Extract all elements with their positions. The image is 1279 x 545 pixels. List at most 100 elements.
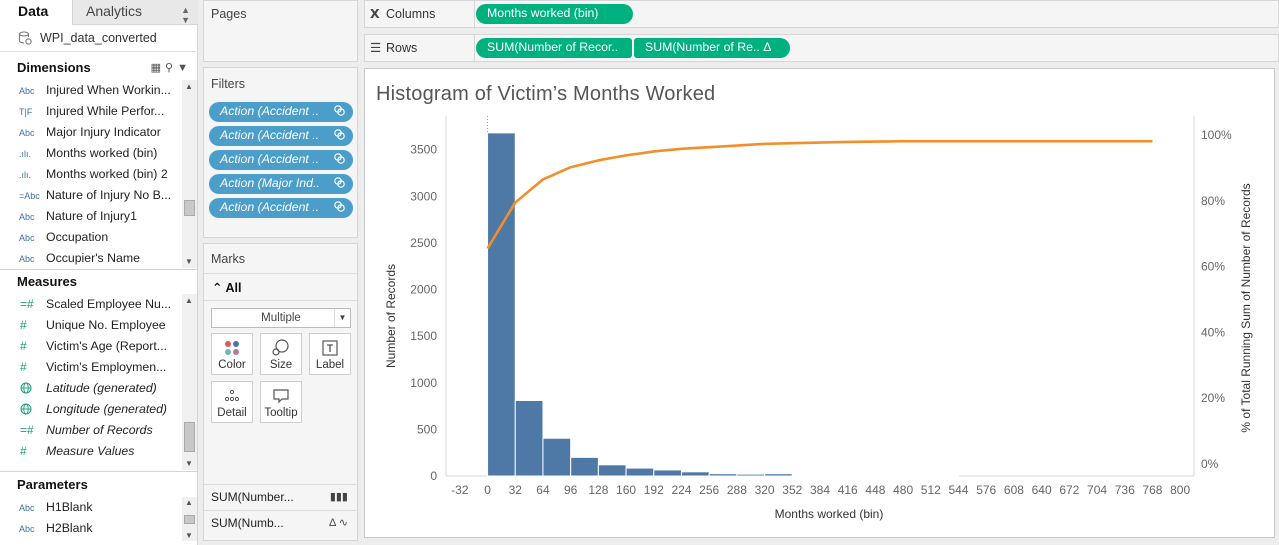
filter-pill-label: Action (Major Ind.. <box>220 176 320 190</box>
x-tick-label: 672 <box>1059 483 1079 497</box>
tooltip-button[interactable]: Tooltip <box>260 381 302 423</box>
parameter-field[interactable]: Abc H2Blank <box>0 518 181 539</box>
label-icon <box>322 340 338 356</box>
detail-button[interactable]: Detail <box>211 381 253 423</box>
dimensions-list: Abc Injured When Workin... T|F Injured Whil… <box>0 80 181 269</box>
dimensions-tools[interactable]: ▦⚲▼ <box>150 62 192 74</box>
dimension-field[interactable]: Abc Occupation <box>0 227 181 248</box>
parameters-header: Parameters <box>0 474 198 496</box>
parameter-field[interactable]: Abc H1Blank <box>0 497 181 518</box>
tooltip-icon <box>273 389 289 404</box>
measure-field[interactable]: =# Number of Records <box>0 420 181 441</box>
marks-shelf-bar[interactable]: SUM(Number... ▮▮▮ <box>204 484 356 508</box>
measure-field[interactable]: =# Scaled Employee Nu... <box>0 294 181 315</box>
dimensions-scrollbar[interactable]: ▲ ▼ <box>182 80 197 268</box>
histogram-bar <box>819 475 849 477</box>
dimension-field[interactable]: .ılı. Months worked (bin) <box>0 143 181 164</box>
rows-pill-bar[interactable]: SUM(Number of Recor.. <box>476 38 632 58</box>
dimension-field[interactable]: Abc Nature of Injury1 <box>0 206 181 227</box>
marks-all-label: All <box>225 281 242 295</box>
measure-field-label: Scaled Employee Nu... <box>46 297 172 311</box>
y-tick-label: 0 <box>430 469 437 483</box>
dimension-field-label: Injured When Workin... <box>46 83 171 97</box>
dimension-field-label: Months worked (bin) <box>46 146 158 160</box>
columns-shelf[interactable]: Ⅹ Columns Months worked (bin) <box>364 0 1279 29</box>
filter-pill[interactable]: Action (Accident .. <box>209 102 353 122</box>
tab-analytics[interactable]: Analytics ▲ ▼ <box>72 0 198 25</box>
measure-type-icon: =# <box>20 423 34 437</box>
y2-tick-label: 80% <box>1201 194 1225 208</box>
size-icon <box>272 339 289 356</box>
dimension-field[interactable]: T|F Injured While Perfor... <box>0 101 181 122</box>
dimension-field[interactable]: =Abc Nature of Injury No B... <box>0 185 181 206</box>
rows-pill-line[interactable]: SUM(Number of Re.. Δ <box>634 38 790 58</box>
measure-type-icon: # <box>20 318 27 332</box>
link-icon <box>334 177 345 188</box>
x-tick-label: 256 <box>699 483 719 497</box>
chart-title: Histogram of Victim’s Months Worked <box>376 83 716 105</box>
x-tick-label: 576 <box>976 483 996 497</box>
link-icon <box>334 105 345 116</box>
measure-field[interactable]: # Measure Values <box>0 441 181 462</box>
histogram-bar <box>570 456 599 477</box>
columns-shelf-label: Ⅹ Columns <box>370 6 474 21</box>
filter-pill[interactable]: Action (Accident .. <box>209 150 353 170</box>
marks-all-toggle[interactable]: ⌃ All <box>212 280 241 295</box>
measures-scrollbar[interactable]: ▲ ▼ <box>182 294 197 470</box>
tab-data[interactable]: Data <box>0 0 72 25</box>
datasource-name: WPI_data_converted <box>40 31 157 45</box>
marks-shelf-bar-label: SUM(Number... <box>211 490 294 504</box>
measure-type-icon <box>0 399 46 420</box>
chart-view[interactable]: Histogram of Victim’s Months Worked 0 500… <box>364 68 1275 538</box>
measure-field[interactable]: # Victim's Age (Report... <box>0 336 181 357</box>
dimension-type-icon: Abc <box>19 86 35 96</box>
label-label: Label <box>315 359 345 371</box>
dimension-field[interactable]: Abc Major Injury Indicator <box>0 122 181 143</box>
marks-shelf-line[interactable]: SUM(Numb... Δ ∿ <box>204 510 356 534</box>
dimensions-title: Dimensions <box>17 60 91 75</box>
columns-icon: Ⅹ <box>370 7 380 21</box>
datasource-item[interactable]: WPI_data_converted <box>0 27 198 52</box>
tab-arrow-icon[interactable]: ▲ ▼ <box>181 5 190 25</box>
measure-field[interactable]: # Unique No. Employee <box>0 315 181 336</box>
delta-line-icon: Δ ∿ <box>328 517 348 529</box>
link-icon <box>334 201 345 212</box>
measure-field-label: Longitude (generated) <box>46 402 168 416</box>
filter-pill[interactable]: Action (Accident .. <box>209 198 353 218</box>
filters-card[interactable]: Filters Action (Accident .. Action (Accid… <box>203 67 358 238</box>
x-tick-label: 288 <box>727 483 747 497</box>
label-button[interactable]: Label <box>309 333 351 375</box>
x-tick-label: 128 <box>588 483 608 497</box>
rows-shelf[interactable]: ☰ Rows SUM(Number of Recor.. SUM(Number o… <box>364 34 1279 63</box>
pages-card[interactable]: Pages <box>203 0 358 62</box>
measure-field-label: Victim's Employmen... <box>46 360 167 374</box>
parameters-scrollbar[interactable]: ▲ ▼ <box>182 497 197 541</box>
columns-pill[interactable]: Months worked (bin) <box>476 4 633 24</box>
parameter-type-icon: Abc <box>19 503 35 513</box>
histogram-bar <box>597 464 627 477</box>
histogram-bar <box>542 437 572 477</box>
dimension-field[interactable]: .ılı. Months worked (bin) 2 <box>0 164 181 185</box>
measure-field[interactable]: Longitude (generated) <box>0 399 181 420</box>
marks-shelf-line-label: SUM(Numb... <box>211 516 284 530</box>
dimension-field[interactable]: Abc Injured When Workin... <box>0 80 181 101</box>
size-button[interactable]: Size <box>260 333 302 375</box>
dimension-field[interactable]: Abc Occupier's Name <box>0 248 181 269</box>
measure-type-icon: =# <box>20 297 34 311</box>
dimension-type-icon: =Abc <box>19 191 40 201</box>
x-tick-label: 608 <box>1004 483 1024 497</box>
filter-pill[interactable]: Action (Major Ind.. <box>209 174 353 194</box>
measure-field[interactable]: # Victim's Employmen... <box>0 357 181 378</box>
histogram-bar <box>874 475 904 477</box>
mark-type-dropdown[interactable]: Multiple ▼ <box>211 308 351 328</box>
color-button[interactable]: Color <box>211 333 253 375</box>
measure-field[interactable]: Latitude (generated) <box>0 378 181 399</box>
x-tick-label: 480 <box>893 483 913 497</box>
x-tick-label: 544 <box>949 483 969 497</box>
rows-icon: ☰ <box>370 41 382 55</box>
filter-pill[interactable]: Action (Accident .. <box>209 126 353 146</box>
histogram-bar <box>791 474 821 477</box>
measure-field-label: Measure Values <box>46 444 135 458</box>
bar-chart-icon: ▮▮▮ <box>329 491 348 503</box>
y2-tick-label: 100% <box>1201 128 1232 142</box>
